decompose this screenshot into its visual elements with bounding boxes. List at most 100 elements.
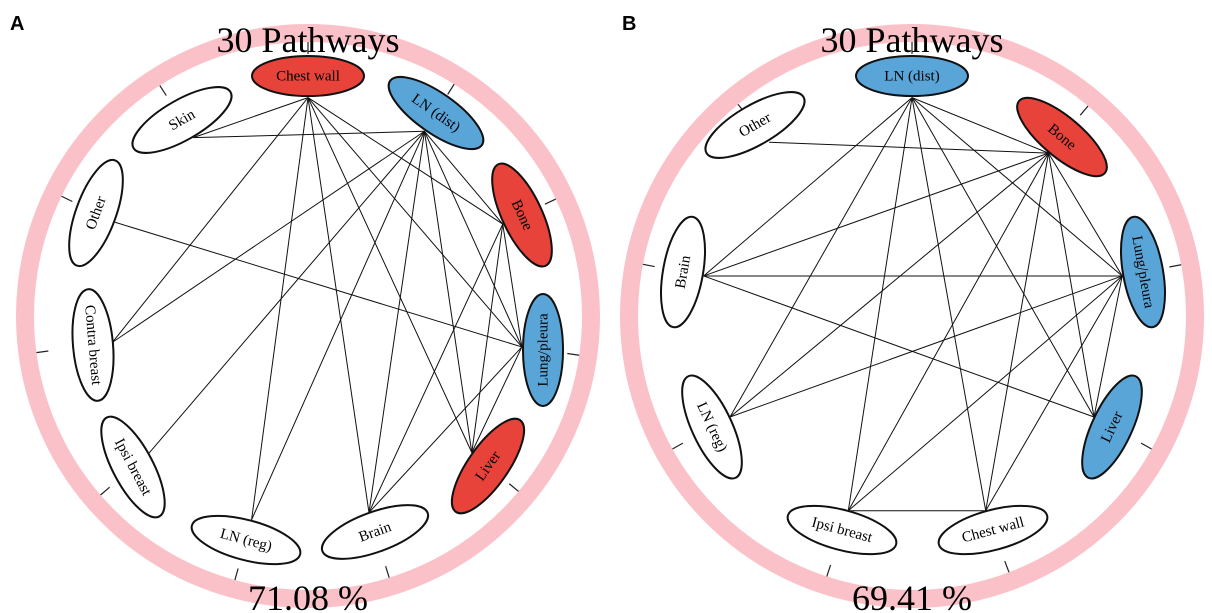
edge [911, 97, 1123, 277]
node-ellipse [786, 504, 898, 556]
node: Brain [320, 504, 430, 560]
node-ellipse [320, 504, 430, 560]
node: Lung/pleura [1120, 215, 1166, 329]
edge [703, 275, 1095, 418]
edge [729, 152, 1049, 418]
edge [729, 275, 1123, 418]
edge [1048, 152, 1123, 277]
edge [112, 130, 425, 343]
edge [251, 97, 309, 520]
node-ellipse [450, 417, 526, 515]
edge [911, 97, 1095, 418]
node-ellipse [522, 293, 564, 407]
node-ellipse [1120, 215, 1166, 329]
panel-title: 30 Pathways [821, 20, 1004, 60]
edge [193, 97, 309, 139]
node-ellipse [937, 504, 1049, 556]
edge [307, 97, 473, 453]
tick [642, 263, 655, 268]
node: Brain [660, 215, 706, 329]
node-ellipse [251, 55, 365, 97]
node: Bone [1016, 96, 1108, 178]
edge [307, 97, 504, 225]
edge [911, 97, 987, 511]
tick [385, 566, 390, 578]
node: Skin [131, 86, 233, 154]
tick [544, 198, 557, 205]
edge [703, 97, 913, 277]
node: Other [68, 158, 124, 268]
node-ellipse [190, 514, 302, 566]
node-label: Chest wall [276, 68, 340, 84]
edge [847, 97, 913, 511]
panel: B LN (dist) Bone Lung/pleura Liver Chest wall… [620, 13, 1204, 613]
node: Lung/pleura [522, 293, 564, 407]
edge [471, 224, 504, 453]
node-ellipse [681, 374, 743, 480]
edge [251, 131, 425, 521]
node: Chest wall [251, 55, 365, 97]
node-label: Contra breast [81, 304, 104, 386]
tick [1079, 105, 1089, 116]
tick [234, 568, 239, 581]
edge [368, 223, 504, 513]
node-ellipse [100, 415, 166, 519]
node-ellipse [387, 75, 485, 151]
edge [423, 131, 473, 453]
edge [1048, 153, 1095, 418]
tick [36, 350, 49, 354]
panel-letter: B [622, 13, 636, 35]
edge [703, 152, 1049, 277]
edge [502, 224, 523, 348]
node-label: Lung/pleura [535, 313, 551, 387]
node-ellipse [1081, 374, 1143, 480]
node-ellipse [491, 162, 553, 268]
node-label: Brain [673, 254, 695, 290]
edge [111, 97, 309, 343]
node-ellipse [71, 288, 115, 402]
tick [100, 486, 111, 496]
ring [16, 24, 600, 608]
edge [847, 275, 1123, 512]
edge [847, 152, 1049, 511]
node: LN (reg) [681, 374, 743, 480]
edge [368, 131, 425, 513]
node-ellipse [1016, 96, 1108, 178]
tick [159, 85, 167, 96]
node: LN (reg) [190, 514, 302, 566]
node: Other [704, 91, 806, 159]
edge [729, 97, 913, 418]
edge [114, 221, 522, 348]
tick [672, 442, 684, 450]
edge [193, 130, 425, 139]
node: Chest wall [937, 504, 1049, 556]
tick [1140, 442, 1152, 450]
node: Contra breast [71, 288, 115, 402]
node: Ipsi breast [786, 504, 898, 556]
edge [471, 346, 523, 453]
tick [508, 483, 519, 492]
node-ellipse [855, 55, 969, 97]
panel-percentage: 71.08 % [248, 578, 368, 613]
node-ellipse [660, 215, 706, 329]
tick [1004, 560, 1010, 573]
edge [368, 346, 523, 513]
edge [307, 97, 370, 513]
ring [620, 24, 1204, 608]
edge [911, 97, 1049, 154]
edge [985, 275, 1123, 511]
node-ellipse [704, 91, 806, 159]
node: Liver [1081, 374, 1143, 480]
node: LN (dist) [855, 55, 969, 97]
panel-percentage: 69.41 % [852, 578, 972, 613]
node: Liver [450, 417, 526, 515]
edge [307, 97, 523, 348]
tick [567, 352, 580, 356]
tick [61, 195, 73, 203]
edge [424, 130, 504, 225]
edge [985, 153, 1049, 511]
edge [148, 130, 425, 454]
tick [826, 564, 832, 577]
